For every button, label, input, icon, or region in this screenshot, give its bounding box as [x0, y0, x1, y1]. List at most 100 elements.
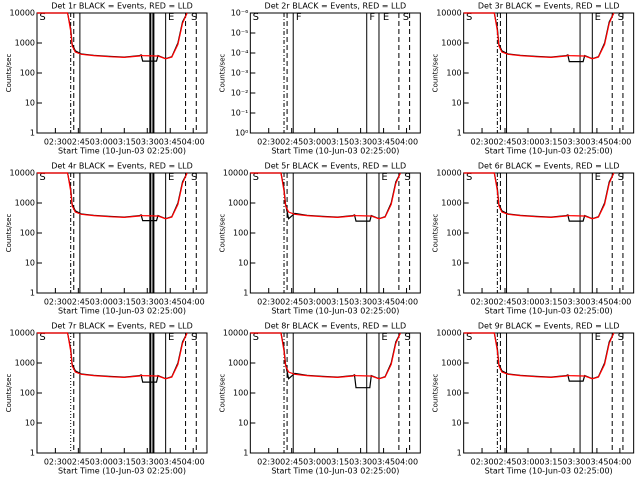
x-axis-label: Start Time (10-Jun-03 02:25:00) — [271, 307, 399, 316]
x-tick-label: 02:45 — [493, 458, 516, 467]
flag-label: S — [618, 172, 624, 183]
chart-title: Det 2r BLACK = Events, RED = LLD — [265, 2, 407, 11]
y-tick-label: 1 — [457, 449, 462, 458]
x-tick-label: 02:45 — [280, 298, 303, 307]
chart-title: Det 5r BLACK = Events, RED = LLD — [265, 162, 407, 171]
x-tick-label: 03:45 — [585, 298, 608, 307]
x-tick-label: 02:30 — [471, 298, 494, 307]
y-tick-label: 10000 — [223, 329, 248, 338]
chart-title: Det 9r BLACK = Events, RED = LLD — [478, 322, 620, 331]
x-tick-label: 02:30 — [257, 138, 280, 147]
x-tick-label: 03:45 — [159, 138, 182, 147]
x-tick-label: 03:30 — [562, 458, 585, 467]
y-tick-label: 1000 — [15, 39, 35, 48]
x-tick-label: 03:45 — [372, 298, 395, 307]
x-tick-label: 02:30 — [471, 138, 494, 147]
x-tick-label: 03:00 — [516, 138, 539, 147]
x-tick-label: 02:30 — [44, 458, 67, 467]
y-tick-label: 10⁻² — [231, 89, 249, 98]
y-tick-label: 10 — [25, 259, 35, 268]
x-tick-label: 02:45 — [67, 138, 90, 147]
flag-label: S — [191, 12, 197, 23]
chart-title: Det 4r BLACK = Events, RED = LLD — [51, 162, 193, 171]
y-tick-label: 1 — [243, 289, 248, 298]
x-tick-label: 03:00 — [90, 138, 113, 147]
x-tick-label: 04:00 — [395, 458, 418, 467]
y-tick-label: 10000 — [436, 169, 461, 178]
x-axis-label: Start Time (10-Jun-03 02:25:00) — [485, 147, 613, 156]
y-tick-label: 100 — [233, 389, 248, 398]
y-tick-label: 1 — [243, 449, 248, 458]
x-tick-label: 03:00 — [303, 458, 326, 467]
chart-title: Det 3r BLACK = Events, RED = LLD — [478, 2, 620, 11]
y-tick-label: 10 — [25, 99, 35, 108]
flag-label: S — [404, 332, 410, 343]
y-tick-label: 10 — [451, 419, 461, 428]
x-tick-label: 02:45 — [493, 138, 516, 147]
x-tick-label: 04:00 — [608, 138, 631, 147]
x-tick-label: 03:15 — [326, 298, 349, 307]
x-tick-label: 04:00 — [608, 458, 631, 467]
flag-label: E — [168, 172, 174, 183]
x-tick-label: 03:15 — [326, 138, 349, 147]
y-tick-label: 1000 — [441, 39, 461, 48]
flag-label: S — [39, 332, 45, 343]
x-tick-label: 03:45 — [585, 138, 608, 147]
y-axis-label: Counts/sec — [5, 374, 13, 413]
flag-label: E — [595, 332, 601, 343]
x-axis-label: Start Time (10-Jun-03 02:25:00) — [58, 307, 186, 316]
series-line — [463, 12, 615, 60]
x-tick-label: 02:30 — [471, 458, 494, 467]
flag-label: E — [381, 332, 387, 343]
y-tick-label: 1000 — [441, 359, 461, 368]
x-tick-label: 04:00 — [182, 298, 205, 307]
flag-label: E — [595, 12, 601, 23]
x-tick-label: 04:00 — [608, 298, 631, 307]
series-line — [463, 332, 615, 380]
y-tick-label: 1 — [30, 129, 35, 138]
x-tick-label: 03:45 — [372, 138, 395, 147]
x-tick-label: 03:30 — [349, 298, 372, 307]
x-axis-label: Start Time (10-Jun-03 02:25:00) — [58, 467, 186, 476]
x-tick-label: 03:15 — [539, 298, 562, 307]
y-tick-label: 10 — [451, 259, 461, 268]
x-tick-label: 02:45 — [493, 298, 516, 307]
x-tick-label: 03:15 — [539, 458, 562, 467]
x-tick-label: 03:45 — [372, 458, 395, 467]
flag-label: S — [466, 332, 472, 343]
y-axis-label: Counts/sec — [432, 214, 440, 253]
x-tick-label: 04:00 — [182, 138, 205, 147]
y-tick-label: 1000 — [228, 199, 248, 208]
x-tick-label: 02:45 — [67, 458, 90, 467]
y-tick-label: 10⁻⁶ — [231, 9, 249, 18]
flag-label: S — [39, 12, 45, 23]
flag-label: S — [39, 172, 45, 183]
y-tick-label: 1 — [30, 449, 35, 458]
y-tick-label: 1000 — [228, 359, 248, 368]
series-line — [37, 12, 188, 60]
y-tick-label: 100 — [20, 389, 35, 398]
x-tick-label: 03:00 — [516, 298, 539, 307]
x-tick-label: 03:30 — [562, 138, 585, 147]
flag-label: E — [168, 332, 174, 343]
y-tick-label: 10⁰ — [235, 129, 248, 138]
x-tick-label: 03:00 — [90, 458, 113, 467]
x-tick-label: 03:15 — [113, 458, 136, 467]
x-tick-label: 04:00 — [182, 458, 205, 467]
x-tick-label: 03:30 — [349, 138, 372, 147]
y-tick-label: 10000 — [10, 9, 35, 18]
x-tick-label: 02:30 — [44, 298, 67, 307]
y-axis-label: Counts/sec — [5, 54, 13, 93]
x-tick-label: 03:15 — [113, 138, 136, 147]
y-tick-label: 10 — [451, 99, 461, 108]
y-tick-label: 1 — [457, 129, 462, 138]
x-tick-label: 03:30 — [562, 298, 585, 307]
flag-label: S — [618, 12, 624, 23]
y-tick-label: 100 — [233, 229, 248, 238]
x-axis-label: Start Time (10-Jun-03 02:25:00) — [485, 307, 613, 316]
x-tick-label: 03:45 — [159, 458, 182, 467]
y-axis-label: Counts/sec — [432, 54, 440, 93]
x-axis-label: Start Time (10-Jun-03 02:25:00) — [485, 467, 613, 476]
chart-title: Det 7r BLACK = Events, RED = LLD — [51, 322, 193, 331]
